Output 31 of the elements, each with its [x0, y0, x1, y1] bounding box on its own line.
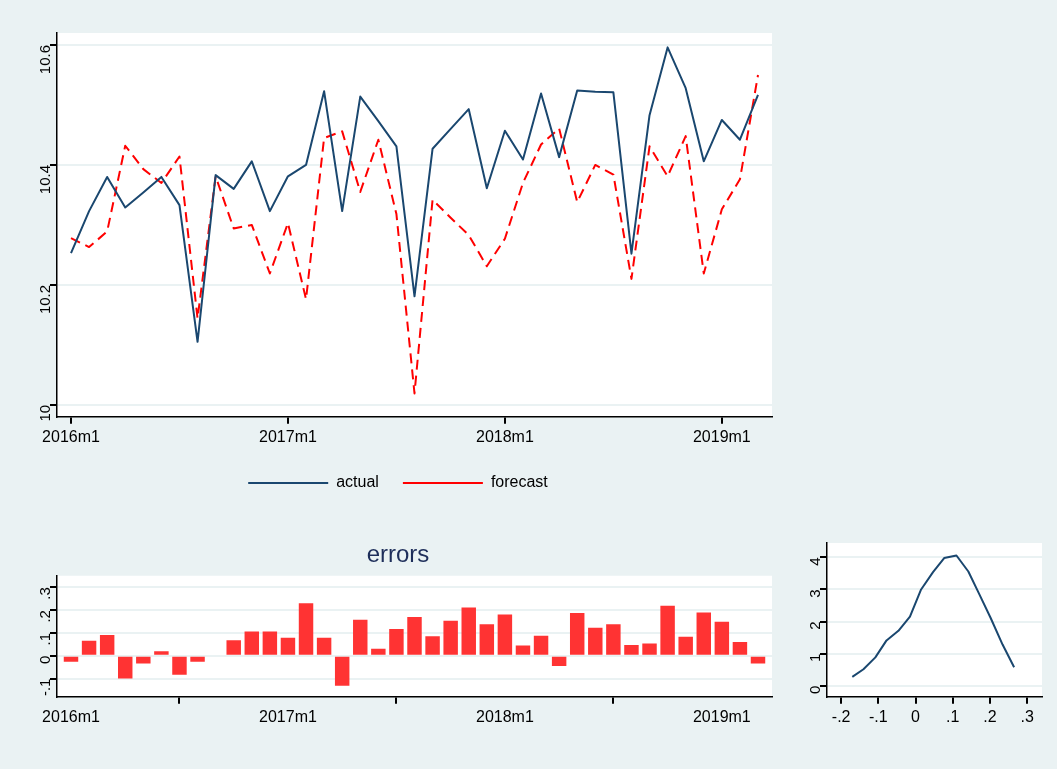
y-tick-label: 10.4 — [36, 164, 54, 195]
x-tick-label: .2 — [983, 707, 997, 725]
y-tick-label: 10 — [36, 404, 54, 422]
legend-label: actual — [336, 473, 379, 491]
x-tick-label: 2019m1 — [692, 427, 751, 445]
y-tick-label: 0 — [36, 655, 54, 665]
y-tick-label: 10.6 — [36, 44, 54, 75]
x-tick-label: 2018m1 — [475, 427, 534, 445]
x-tick-label: 2018m1 — [475, 707, 534, 725]
y-tick-label: 1 — [806, 653, 824, 662]
y-tick-label: .2 — [36, 610, 54, 623]
y-tick-label: -.1 — [36, 678, 54, 697]
legend-label: forecast — [490, 473, 549, 491]
x-tick-label: -.2 — [831, 707, 851, 725]
y-tick-label: 0 — [806, 685, 824, 694]
x-tick-label: 2017m1 — [259, 707, 317, 725]
x-tick-label: 2016m1 — [42, 427, 100, 445]
x-tick-label: -.1 — [869, 707, 888, 725]
x-tick-label: .3 — [1020, 707, 1034, 725]
y-tick-label: 4 — [806, 557, 824, 566]
y-tick-label: .3 — [36, 587, 54, 600]
chart-title: errors — [366, 540, 430, 568]
x-tick-label: 2019m1 — [692, 707, 751, 725]
x-tick-label: 2017m1 — [259, 427, 317, 445]
x-tick-label: .1 — [946, 707, 960, 725]
x-tick-label: 0 — [911, 707, 921, 725]
y-tick-label: 2 — [806, 621, 824, 630]
y-tick-label: .1 — [36, 632, 54, 646]
x-tick-label: 2016m1 — [42, 707, 100, 725]
y-tick-label: 10.2 — [36, 284, 54, 315]
y-tick-label: 3 — [806, 589, 824, 598]
